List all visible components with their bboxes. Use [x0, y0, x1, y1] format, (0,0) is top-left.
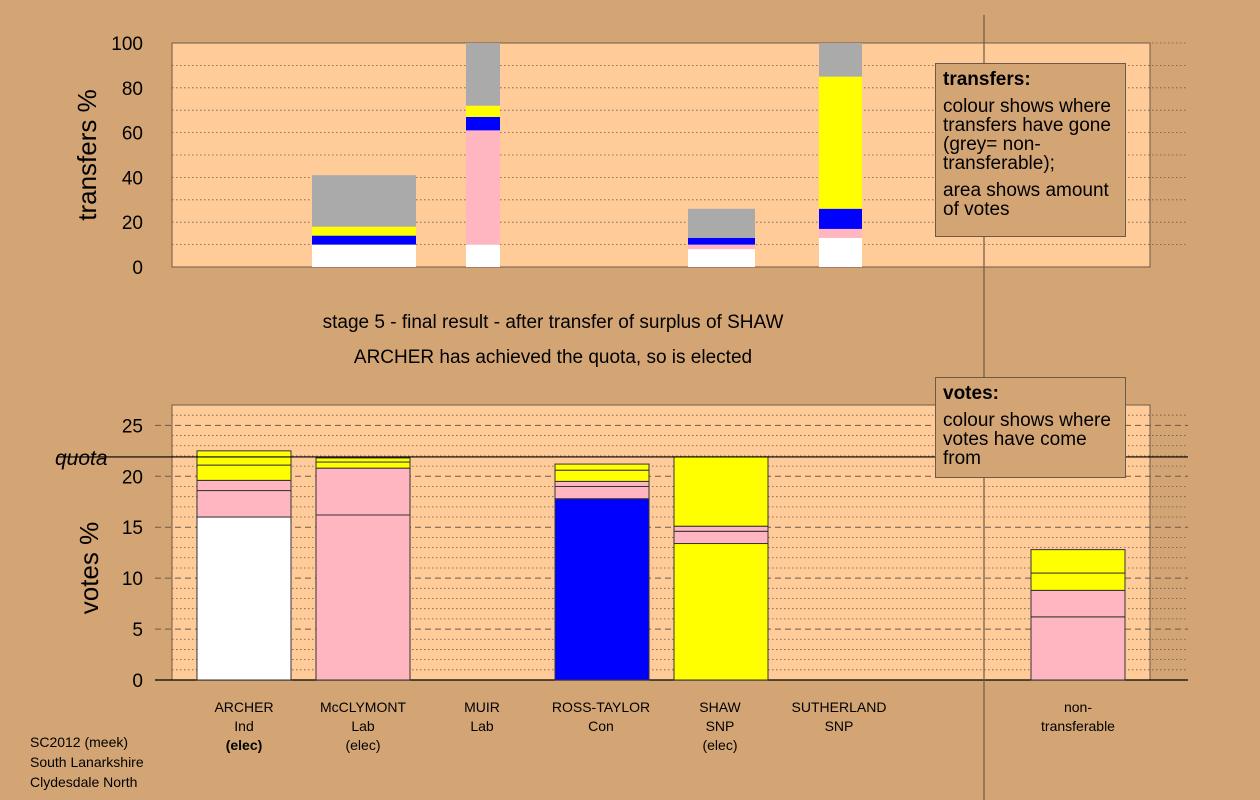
transfers-bar-segment-snp — [819, 76, 862, 209]
transfers-y-tick-label: 80 — [122, 79, 143, 100]
votes-bar-segment-lab — [315, 467, 411, 516]
stage-description: stage 5 - final result - after transfer … — [323, 312, 784, 333]
votes-legend-title: votes: — [943, 383, 999, 404]
quota-status: ARCHER has achieved the quota, so is ele… — [354, 347, 752, 368]
transfers-legend-area-text: area shows amount of votes — [943, 180, 1109, 220]
votes-bar-segment-lab — [554, 485, 650, 500]
votes-bar-segment-snp — [196, 450, 292, 466]
candidate-label-line: Con — [588, 718, 614, 734]
transfers-bar-segment-con — [819, 208, 862, 229]
transfers-legend-title: transfers: — [943, 69, 1031, 90]
votes-y-tick-label: 20 — [122, 467, 143, 488]
candidate-label-line: SHAW — [699, 699, 741, 715]
transfers-y-tick-label: 40 — [122, 168, 143, 189]
transfers-bar-segment-snp — [466, 105, 500, 117]
candidate-labels: ARCHER Ind (elec) McCLYMONT Lab (elec) MUIR Lab… — [214, 699, 1115, 753]
votes-y-tick-label: 5 — [132, 620, 143, 641]
votes-y-tick-label: 15 — [122, 518, 143, 539]
votes-bar-segment-snp — [315, 457, 411, 463]
transfers-bar-segment-archer — [466, 244, 500, 267]
transfers-bar-segment-con — [312, 235, 416, 245]
candidate-label-line: (elec) — [345, 737, 380, 753]
transfers-bar-segment-lab — [688, 244, 755, 250]
transfers-bars — [312, 43, 862, 267]
votes-bar-segment-lab — [1030, 616, 1126, 681]
candidate-label-line: transferable — [1041, 718, 1115, 734]
votes-bar-segment-snp — [1030, 549, 1126, 574]
transfers-bar-segment-non_transferable — [819, 43, 862, 77]
candidate-label-line: SNP — [825, 718, 854, 734]
votes-bars — [58, 450, 1188, 681]
candidate-label-line: ROSS-TAYLOR — [552, 699, 650, 715]
candidate-label-line: McCLYMONT — [320, 699, 407, 715]
candidate-label-line: Lab — [351, 718, 375, 734]
candidate-label-line: Ind — [234, 718, 253, 734]
candidate-label-line: ARCHER — [214, 699, 273, 715]
transfers-y-tick-label: 60 — [122, 124, 143, 145]
votes-legend: votes: colour shows where votes have com… — [935, 377, 1126, 478]
transfers-bar-segment-archer — [819, 237, 862, 267]
transfers-bar-segment-non_transferable — [466, 43, 500, 106]
transfers-bar-segment-archer — [688, 249, 755, 267]
transfers-bar-segment-snp — [312, 226, 416, 236]
candidate-label-line: Lab — [470, 718, 494, 734]
candidate-label-line: SUTHERLAND — [792, 699, 887, 715]
votes-bar-segment-snp — [315, 461, 411, 469]
votes-legend-colour-text: colour shows where votes have come from — [943, 410, 1111, 469]
transfers-y-tick-label: 0 — [132, 258, 143, 279]
votes-bar-segment-lab — [554, 480, 650, 487]
votes-bar-segment-snp — [673, 543, 769, 681]
transfers-bar-segment-con — [688, 237, 755, 245]
transfers-bar-segment-lab — [819, 228, 862, 238]
votes-axis-label: votes % — [74, 522, 104, 615]
transfers-bar-segment-con — [466, 116, 500, 131]
votes-bar-segment-snp — [1030, 572, 1126, 591]
transfers-bar-segment-non_transferable — [312, 175, 416, 227]
votes-bar-segment-archer — [196, 516, 292, 681]
votes-bar-segment-lab — [315, 514, 411, 681]
transfers-legend: transfers: colour shows where transfers … — [935, 63, 1126, 237]
votes-y-axis: 0 5 10 15 20 25 — [122, 416, 143, 692]
transfers-bar-segment-non_transferable — [688, 208, 755, 238]
transfers-legend-colour-text: colour shows where transfers have gone (… — [943, 96, 1111, 174]
votes-bar-segment-lab — [673, 525, 769, 532]
footer-council: South Lanarkshire — [30, 754, 144, 770]
transfers-bar-segment-lab — [466, 130, 500, 245]
candidate-label-line: (elec) — [702, 737, 737, 753]
votes-bar-segment-con — [554, 498, 650, 681]
candidate-label-line: non- — [1064, 699, 1092, 715]
quota-label: quota — [55, 447, 108, 470]
candidate-label-line: (elec) — [226, 737, 263, 753]
votes-bar-segment-lab — [196, 479, 292, 492]
transfers-y-tick-label: 20 — [122, 213, 143, 234]
votes-bar-segment-lab — [196, 490, 292, 518]
votes-bar-segment-snp — [673, 456, 769, 527]
transfers-bar-segment-archer — [312, 244, 416, 267]
votes-bar-segment-snp — [196, 464, 292, 481]
votes-bar-segment-lab — [1030, 589, 1126, 618]
candidate-label-line: MUIR — [464, 699, 500, 715]
transfers-axis-label: transfers % — [72, 89, 102, 221]
candidate-label-line: SNP — [706, 718, 735, 734]
votes-bar-segment-lab — [673, 530, 769, 545]
transfers-y-tick-label: 100 — [111, 34, 143, 55]
votes-bar-segment-snp — [554, 469, 650, 482]
footer-ward: Clydesdale North — [30, 774, 137, 790]
votes-y-tick-label: 25 — [122, 416, 143, 437]
votes-bar-segment-snp — [554, 463, 650, 471]
transfers-y-axis: 0 20 40 60 80 100 — [111, 34, 143, 279]
votes-y-tick-label: 0 — [132, 671, 143, 692]
votes-y-tick-label: 10 — [122, 569, 143, 590]
footer-election: SC2012 (meek) — [30, 734, 128, 750]
